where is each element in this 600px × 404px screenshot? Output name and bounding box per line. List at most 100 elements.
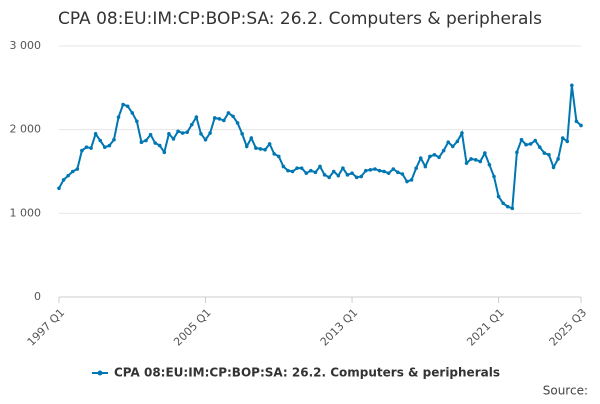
data-point (350, 171, 354, 175)
data-point (565, 139, 570, 144)
data-point (258, 147, 263, 151)
data-point (167, 132, 171, 136)
data-point (203, 137, 208, 142)
data-point (373, 167, 377, 171)
data-point (432, 152, 437, 157)
data-point (345, 173, 350, 177)
data-point (354, 175, 359, 180)
data-point (400, 172, 405, 176)
data-point (579, 123, 583, 128)
data-point (267, 142, 272, 146)
data-point (89, 146, 93, 150)
x-tick-label: 2013 Q1 (318, 306, 361, 349)
data-point (313, 170, 318, 175)
y-tick-label: 0 (34, 290, 41, 303)
data-point (222, 118, 226, 123)
data-point (386, 171, 391, 175)
data-point (254, 146, 258, 150)
data-point (199, 132, 203, 136)
data-point (437, 155, 441, 160)
data-point (533, 138, 538, 143)
data-point (231, 114, 235, 119)
data-point (121, 102, 125, 107)
data-point (276, 154, 281, 159)
data-point (469, 157, 473, 161)
data-point (281, 164, 286, 169)
data-point (396, 170, 400, 175)
data-point (556, 157, 560, 161)
series-line (58, 85, 582, 210)
data-point (194, 115, 199, 119)
data-point (542, 151, 547, 155)
data-point (382, 169, 386, 174)
data-point (450, 144, 455, 149)
x-tick-label: 1997 Q1 (25, 306, 68, 349)
data-point (57, 186, 61, 191)
data-point (135, 119, 139, 124)
x-tick-label: 2005 Q1 (171, 306, 214, 349)
data-point (423, 164, 428, 169)
data-point (510, 206, 515, 211)
data-point (359, 174, 364, 179)
data-point (176, 129, 180, 134)
data-point (116, 115, 121, 119)
x-tick-label: 2025 Q3 (547, 306, 590, 349)
data-point (331, 169, 336, 174)
data-point (75, 167, 80, 171)
data-point (547, 152, 551, 157)
data-point (327, 175, 331, 180)
data-point (171, 137, 176, 141)
data-point (84, 145, 89, 150)
data-point (368, 168, 373, 172)
data-point (414, 166, 418, 170)
data-point (162, 150, 167, 155)
data-point (153, 141, 157, 145)
data-point (93, 132, 98, 136)
data-point (478, 159, 483, 164)
data-point (487, 163, 492, 167)
data-point (336, 173, 341, 178)
data-point (377, 168, 382, 173)
data-point (102, 145, 107, 150)
y-tick-label: 1 000 (10, 206, 42, 219)
data-point (304, 171, 309, 175)
data-point (519, 137, 524, 142)
data-point (139, 140, 144, 145)
data-point (80, 148, 84, 153)
y-tick-label: 3 000 (10, 39, 42, 52)
x-tick-label: 2021 Q1 (464, 306, 507, 349)
data-point (551, 165, 556, 170)
data-point (528, 142, 533, 146)
source: Source: (543, 384, 588, 398)
data-point (272, 152, 277, 156)
data-point (405, 179, 409, 184)
data-point (409, 178, 414, 182)
legend-marker (97, 370, 103, 376)
data-point (208, 131, 212, 135)
data-point (391, 167, 396, 171)
data-point (483, 151, 487, 155)
data-point (107, 143, 112, 148)
data-point (418, 156, 423, 160)
y-tick-label: 2 000 (10, 123, 42, 136)
data-point (428, 154, 432, 159)
data-point (180, 131, 185, 135)
data-point (496, 194, 501, 199)
data-point (212, 116, 217, 120)
data-point (446, 140, 451, 145)
legend-label: CPA 08:EU:IM:CP:BOP:SA: 26.2. Computers … (114, 366, 500, 380)
data-point (441, 148, 446, 153)
data-point (130, 111, 135, 115)
data-point (61, 178, 66, 182)
data-point (185, 130, 190, 134)
data-point (318, 164, 322, 169)
data-point (263, 147, 267, 152)
data-point (363, 168, 368, 173)
chart-title: CPA 08:EU:IM:CP:BOP:SA: 26.2. Computers … (58, 9, 542, 29)
data-point (309, 168, 313, 173)
data-point (189, 122, 194, 127)
data-point (505, 204, 510, 209)
data-point (249, 136, 254, 140)
data-point (98, 138, 103, 143)
